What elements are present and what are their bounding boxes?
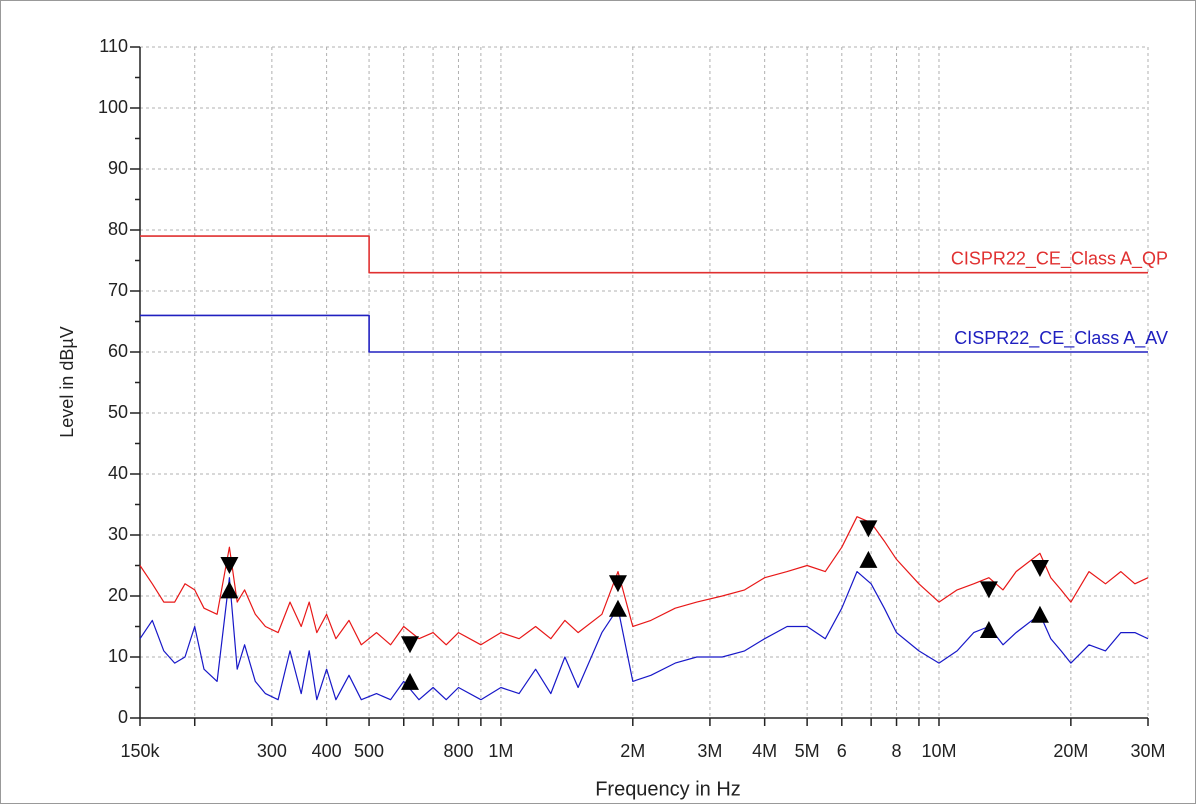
x-tick-label: 6 <box>837 741 847 761</box>
spectrum-line <box>139 570 1149 701</box>
y-tick-label: 110 <box>99 36 128 56</box>
x-tick-label: 1M <box>488 741 513 761</box>
x-tick-label: 300 <box>257 741 287 761</box>
y-tick-label: 80 <box>108 219 128 239</box>
x-tick-label: 800 <box>443 741 473 761</box>
limit-line <box>140 235 1148 274</box>
x-tick-label: 2M <box>620 741 645 761</box>
y-tick-label: 30 <box>108 524 128 544</box>
y-axis-label: Level in dBµV <box>57 326 77 437</box>
peak-marker <box>979 581 998 599</box>
peak-marker <box>1030 605 1049 623</box>
x-tick-label: 400 <box>312 741 342 761</box>
x-tick-label: 30M <box>1130 741 1165 761</box>
y-tick-label: 100 <box>98 97 128 117</box>
x-tick-label: 3M <box>697 741 722 761</box>
peak-marker <box>608 599 627 617</box>
x-tick-label: 5M <box>795 741 820 761</box>
y-tick-label: 60 <box>108 341 128 361</box>
y-tick-label: 40 <box>108 463 128 483</box>
peak-marker <box>220 581 239 599</box>
x-tick-label: 4M <box>752 741 777 761</box>
peak-marker <box>608 575 627 593</box>
limit-label: CISPR22_CE_Class A_AV <box>954 328 1168 349</box>
limit-line <box>140 314 1148 353</box>
peak-marker <box>400 672 419 690</box>
peak-marker <box>400 636 419 654</box>
y-tick-label: 0 <box>118 707 128 727</box>
y-tick-label: 70 <box>108 280 128 300</box>
y-tick-label: 10 <box>108 646 128 666</box>
y-tick-label: 90 <box>108 158 128 178</box>
x-tick-label: 150k <box>120 741 160 761</box>
x-axis-label: Frequency in Hz <box>595 778 741 800</box>
y-tick-label: 20 <box>108 585 128 605</box>
x-tick-label: 500 <box>354 741 384 761</box>
x-tick-label: 8 <box>892 741 902 761</box>
spectrum-line <box>139 516 1149 646</box>
limit-label: CISPR22_CE_Class A_QP <box>951 248 1168 269</box>
y-tick-label: 50 <box>108 402 128 422</box>
x-tick-label: 10M <box>921 741 956 761</box>
peak-marker <box>1030 560 1049 578</box>
peak-marker <box>220 557 239 574</box>
x-tick-label: 20M <box>1053 741 1088 761</box>
peak-marker <box>859 520 878 538</box>
peak-marker <box>859 550 878 568</box>
peak-marker <box>979 621 998 639</box>
